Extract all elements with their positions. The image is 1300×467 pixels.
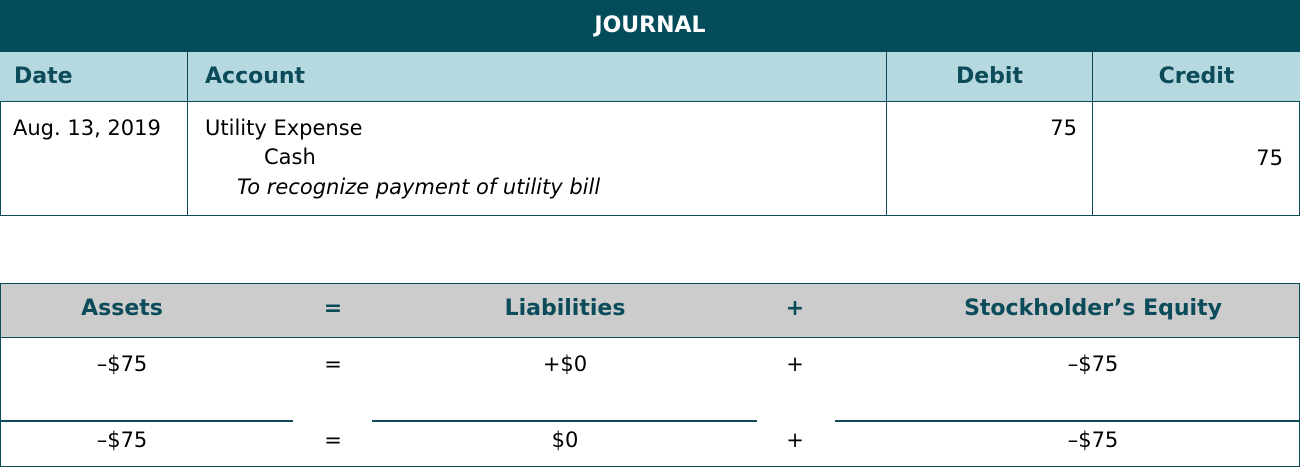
total-equals: = xyxy=(324,428,342,452)
credit-account: Cash xyxy=(264,145,316,169)
header-date: Date xyxy=(0,52,188,102)
debit-account: Utility Expense xyxy=(205,116,363,140)
equation-header-row xyxy=(0,283,1300,338)
change-plus: + xyxy=(786,352,804,376)
change-equals: = xyxy=(324,352,342,376)
change-equity: –$75 xyxy=(1067,352,1119,376)
header-debit: Debit xyxy=(887,52,1093,102)
debit-cell xyxy=(887,102,1093,216)
header-assets: Assets xyxy=(81,296,163,321)
account-cell xyxy=(188,102,887,216)
change-liabilities: +$0 xyxy=(542,352,588,376)
date-cell xyxy=(0,102,188,216)
header-equity: Stockholder’s Equity xyxy=(964,296,1222,321)
change-assets: –$75 xyxy=(96,352,148,376)
total-line-assets xyxy=(0,420,293,422)
header-plus: + xyxy=(785,296,805,321)
header-account: Account xyxy=(188,52,887,102)
total-line-equity xyxy=(835,420,1300,422)
total-assets: –$75 xyxy=(96,428,148,452)
entry-memo: To recognize payment of utility bill xyxy=(237,175,601,199)
header-credit: Credit xyxy=(1093,52,1300,102)
debit-amount: 75 xyxy=(1050,116,1077,140)
header-equals: = xyxy=(323,296,343,321)
total-liabilities: $0 xyxy=(551,428,579,452)
journal-title: JOURNAL xyxy=(0,0,1300,52)
total-line-liabilities xyxy=(372,420,757,422)
header-liabilities: Liabilities xyxy=(504,296,626,321)
total-plus: + xyxy=(786,428,804,452)
entry-date: Aug. 13, 2019 xyxy=(13,116,161,140)
total-equity: –$75 xyxy=(1067,428,1119,452)
credit-amount: 75 xyxy=(1256,146,1283,170)
